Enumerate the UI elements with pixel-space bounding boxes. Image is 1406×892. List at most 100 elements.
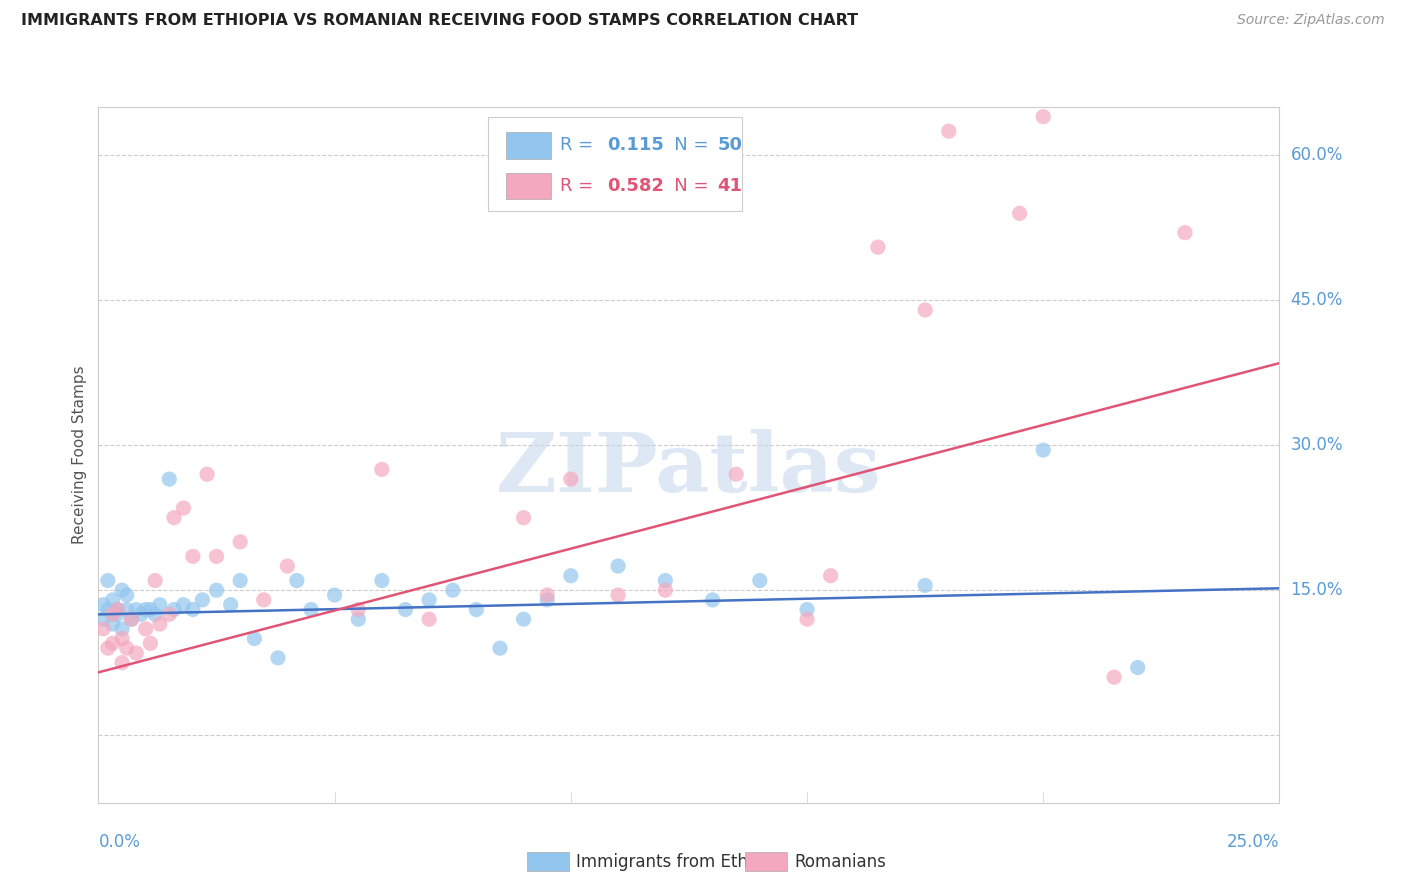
- Text: 30.0%: 30.0%: [1291, 436, 1343, 454]
- Text: 25.0%: 25.0%: [1227, 833, 1279, 851]
- Point: [129, 607, 152, 622]
- Point: [135, 622, 157, 636]
- Text: 41: 41: [717, 178, 742, 195]
- Point: [441, 583, 464, 598]
- Point: [111, 622, 134, 636]
- Point: [143, 607, 166, 622]
- Point: [1102, 670, 1125, 684]
- Point: [796, 602, 818, 616]
- Point: [489, 641, 512, 656]
- Point: [512, 612, 534, 626]
- Point: [172, 501, 194, 516]
- Point: [536, 588, 558, 602]
- Point: [163, 602, 186, 616]
- Point: [101, 592, 124, 607]
- Point: [276, 559, 298, 574]
- Point: [536, 592, 558, 607]
- Point: [1126, 660, 1149, 674]
- Point: [101, 607, 124, 622]
- Text: Source: ZipAtlas.com: Source: ZipAtlas.com: [1237, 13, 1385, 28]
- Point: [91, 612, 114, 626]
- Point: [115, 641, 138, 656]
- Point: [157, 607, 180, 622]
- Point: [418, 592, 440, 607]
- Point: [219, 598, 242, 612]
- Point: [97, 574, 120, 588]
- Point: [285, 574, 308, 588]
- Text: R =: R =: [560, 136, 599, 154]
- Point: [205, 583, 228, 598]
- Point: [1032, 110, 1054, 124]
- Point: [97, 641, 120, 656]
- Point: [866, 240, 889, 254]
- Point: [465, 602, 488, 616]
- Point: [914, 303, 936, 318]
- Text: Romanians: Romanians: [794, 853, 886, 871]
- Point: [299, 602, 322, 616]
- Point: [135, 602, 157, 616]
- Point: [607, 559, 630, 574]
- Text: 0.115: 0.115: [607, 136, 664, 154]
- Point: [111, 656, 134, 670]
- Point: [111, 632, 134, 646]
- Point: [229, 534, 252, 549]
- Point: [181, 602, 204, 616]
- Point: [91, 598, 114, 612]
- Point: [191, 592, 214, 607]
- Point: [172, 598, 194, 612]
- Point: [195, 467, 218, 482]
- Point: [149, 598, 172, 612]
- Text: ZIPatlas: ZIPatlas: [496, 429, 882, 508]
- Point: [1008, 206, 1031, 220]
- Text: N =: N =: [657, 136, 714, 154]
- Point: [607, 588, 630, 602]
- Point: [748, 574, 770, 588]
- Point: [157, 472, 180, 486]
- Point: [121, 612, 143, 626]
- Point: [418, 612, 440, 626]
- Point: [139, 602, 162, 616]
- Text: 15.0%: 15.0%: [1291, 582, 1343, 599]
- Point: [323, 588, 346, 602]
- Point: [654, 574, 676, 588]
- Point: [105, 602, 128, 616]
- Text: 50: 50: [717, 136, 742, 154]
- Point: [91, 622, 114, 636]
- Point: [560, 568, 582, 582]
- Point: [105, 607, 128, 622]
- Point: [796, 612, 818, 626]
- Point: [253, 592, 276, 607]
- Point: [205, 549, 228, 564]
- Point: [115, 588, 138, 602]
- Point: [105, 602, 128, 616]
- Text: 0.0%: 0.0%: [98, 833, 141, 851]
- Point: [394, 602, 416, 616]
- Point: [243, 632, 266, 646]
- Text: R =: R =: [560, 178, 599, 195]
- Text: 45.0%: 45.0%: [1291, 292, 1343, 310]
- Point: [229, 574, 252, 588]
- Point: [512, 510, 534, 524]
- Point: [149, 617, 172, 632]
- Point: [820, 568, 842, 582]
- Point: [371, 462, 394, 476]
- Point: [654, 583, 676, 598]
- Point: [139, 636, 162, 650]
- Point: [1032, 443, 1054, 458]
- Point: [101, 636, 124, 650]
- Point: [914, 578, 936, 592]
- Point: [97, 602, 120, 616]
- Point: [121, 612, 143, 626]
- Point: [163, 510, 186, 524]
- Point: [725, 467, 748, 482]
- Text: N =: N =: [657, 178, 714, 195]
- FancyBboxPatch shape: [506, 173, 551, 200]
- Text: 0.582: 0.582: [607, 178, 665, 195]
- Point: [371, 574, 394, 588]
- Point: [115, 602, 138, 616]
- Point: [101, 617, 124, 632]
- Point: [181, 549, 204, 564]
- Point: [267, 651, 290, 665]
- Text: Immigrants from Ethiopia: Immigrants from Ethiopia: [576, 853, 789, 871]
- Point: [1174, 226, 1197, 240]
